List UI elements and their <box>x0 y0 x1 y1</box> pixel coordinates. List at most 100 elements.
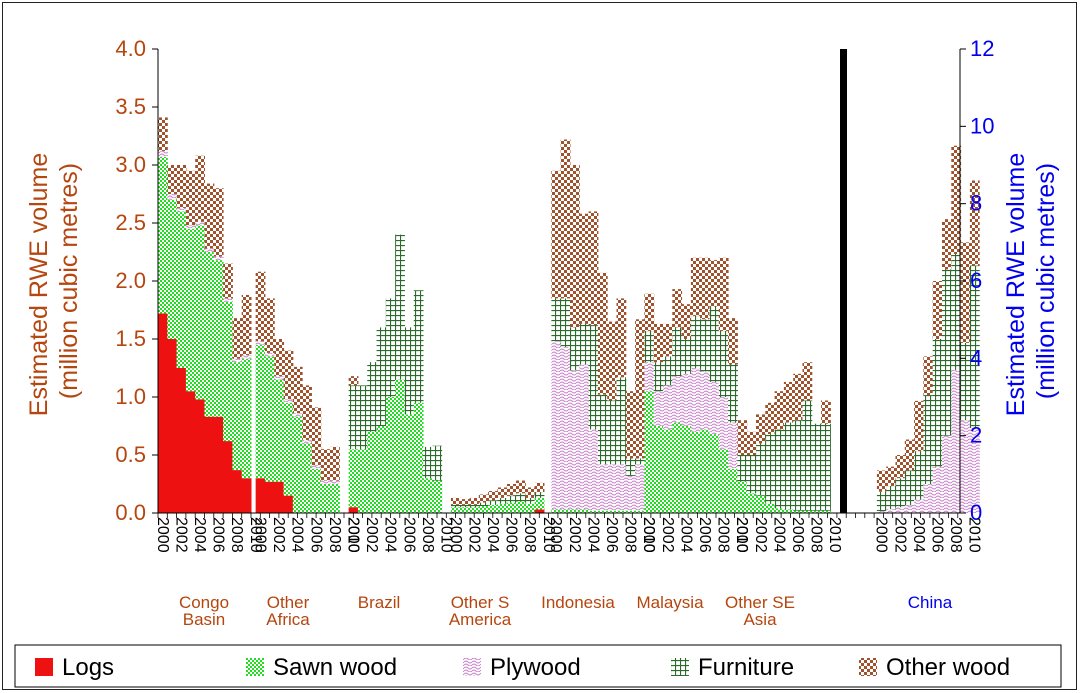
bar-plywood <box>653 391 664 426</box>
year-tick-label: 2004 <box>484 517 501 553</box>
bar-other-wood <box>158 117 168 152</box>
bar-furniture <box>662 356 673 386</box>
bar-plywood <box>560 347 571 510</box>
left-tick-label: 1.0 <box>115 384 146 409</box>
right-tick-label: 2 <box>970 423 982 448</box>
bar-plywood <box>213 256 224 261</box>
year-tick-label: 2008 <box>808 517 825 553</box>
bar-furniture <box>404 327 415 415</box>
year-tick-label: 2002 <box>566 517 583 553</box>
bar-plywood <box>635 464 645 511</box>
bar-furniture <box>802 400 813 511</box>
bar-plywood <box>569 370 580 510</box>
bar-sawn-wood <box>404 414 415 513</box>
bar-plywood <box>232 358 243 363</box>
bar-furniture <box>450 504 461 508</box>
bar-sawn-wood <box>357 449 368 513</box>
bar-furniture <box>876 491 887 512</box>
bar-sawn-wood <box>320 484 331 513</box>
bar-furniture <box>932 339 943 467</box>
bar-plywood <box>223 298 233 302</box>
bar-furniture <box>783 422 794 510</box>
bar-sawn-wood <box>737 481 748 513</box>
bar-plywood <box>672 376 683 423</box>
bar-furniture <box>569 327 580 371</box>
legend-label: Furniture <box>698 654 794 681</box>
bar-other-wood <box>223 263 233 299</box>
bar-sawn-wood <box>516 501 526 513</box>
bar-sawn-wood <box>460 507 471 513</box>
bar-sawn-wood <box>264 356 275 482</box>
bar-sawn-wood <box>607 510 617 513</box>
bar-logs <box>185 391 196 513</box>
bar-plywood <box>274 376 285 380</box>
bar-plywood <box>588 429 599 511</box>
left-y-axis-ticks: 0.0 0.5 1.0 1.5 2.0 2.5 3.0 3.5 4.0 <box>115 36 158 525</box>
bar-sawn-wood <box>204 252 215 417</box>
bar-sawn-wood <box>185 228 196 392</box>
year-tick-label: 2010 <box>247 517 264 553</box>
bar-furniture <box>506 495 517 503</box>
bar-furniture <box>951 253 962 370</box>
bar-other-wood <box>821 400 831 424</box>
bar-plywood <box>176 207 187 212</box>
bar-furniture <box>914 451 924 500</box>
bar-plywood <box>969 427 980 513</box>
bar-sawn-wood <box>283 402 294 496</box>
bar-other-wood <box>932 281 943 339</box>
bar-other-wood <box>700 257 710 320</box>
year-tick-label: 2010 <box>826 517 843 553</box>
region-label-line2: Basin <box>183 610 226 629</box>
bar-other-wood <box>690 257 701 316</box>
region-label-line1: Other S <box>451 593 510 612</box>
right-tick-label: 4 <box>970 345 982 370</box>
bar-sawn-wood <box>497 503 508 513</box>
year-tick-label: 2002 <box>270 517 287 553</box>
year-tick-label: 2000 <box>873 517 890 553</box>
bar-furniture <box>886 485 896 510</box>
bar-furniture <box>625 458 636 476</box>
bar-sawn-wood <box>588 510 599 513</box>
bar-other-wood <box>662 323 673 357</box>
bar-plywood <box>690 368 701 432</box>
bar-sawn-wood <box>232 362 243 471</box>
bar-sawn-wood <box>385 397 396 513</box>
bar-sawn-wood <box>728 468 738 513</box>
bar-plywood <box>607 464 617 511</box>
year-tick-label: 2008 <box>228 517 245 553</box>
region-label-line1: Other SE <box>725 593 795 612</box>
year-tick-label: 2008 <box>521 517 538 553</box>
bar-other-wood <box>320 449 331 481</box>
bar-other-wood <box>569 165 580 328</box>
bar-furniture <box>534 492 545 498</box>
year-tick-label: 2006 <box>400 517 417 553</box>
bar-other-wood <box>765 402 776 435</box>
bar-sawn-wood <box>478 506 489 513</box>
bar-plywood <box>895 507 906 513</box>
bar-other-wood <box>914 400 924 452</box>
bar-logs <box>274 481 285 513</box>
year-tick-label: 2004 <box>382 517 399 553</box>
year-tick-label: 2010 <box>966 517 983 553</box>
region-label-line2: Asia <box>743 610 777 629</box>
region-label-line2: Africa <box>266 610 310 629</box>
bar-other-wood <box>886 466 896 486</box>
bar-sawn-wood <box>793 510 803 513</box>
bar-sawn-wood <box>395 379 405 513</box>
bar-sawn-wood <box>423 478 433 513</box>
year-tick-label: 2008 <box>947 517 964 553</box>
bar-other-wood <box>783 381 794 423</box>
bar-plywood <box>551 341 562 510</box>
bar-sawn-wood <box>709 434 720 513</box>
bar-sawn-wood <box>158 156 168 314</box>
year-tick-label: 2000 <box>447 517 464 553</box>
bar-furniture <box>478 502 489 507</box>
bar-other-wood <box>232 318 243 359</box>
year-tick-label: 2000 <box>640 517 657 553</box>
region-label-line1: Other <box>267 593 310 612</box>
bar-plywood <box>185 225 196 229</box>
bar-plywood <box>579 364 590 510</box>
year-tick-label: 2008 <box>419 517 436 553</box>
